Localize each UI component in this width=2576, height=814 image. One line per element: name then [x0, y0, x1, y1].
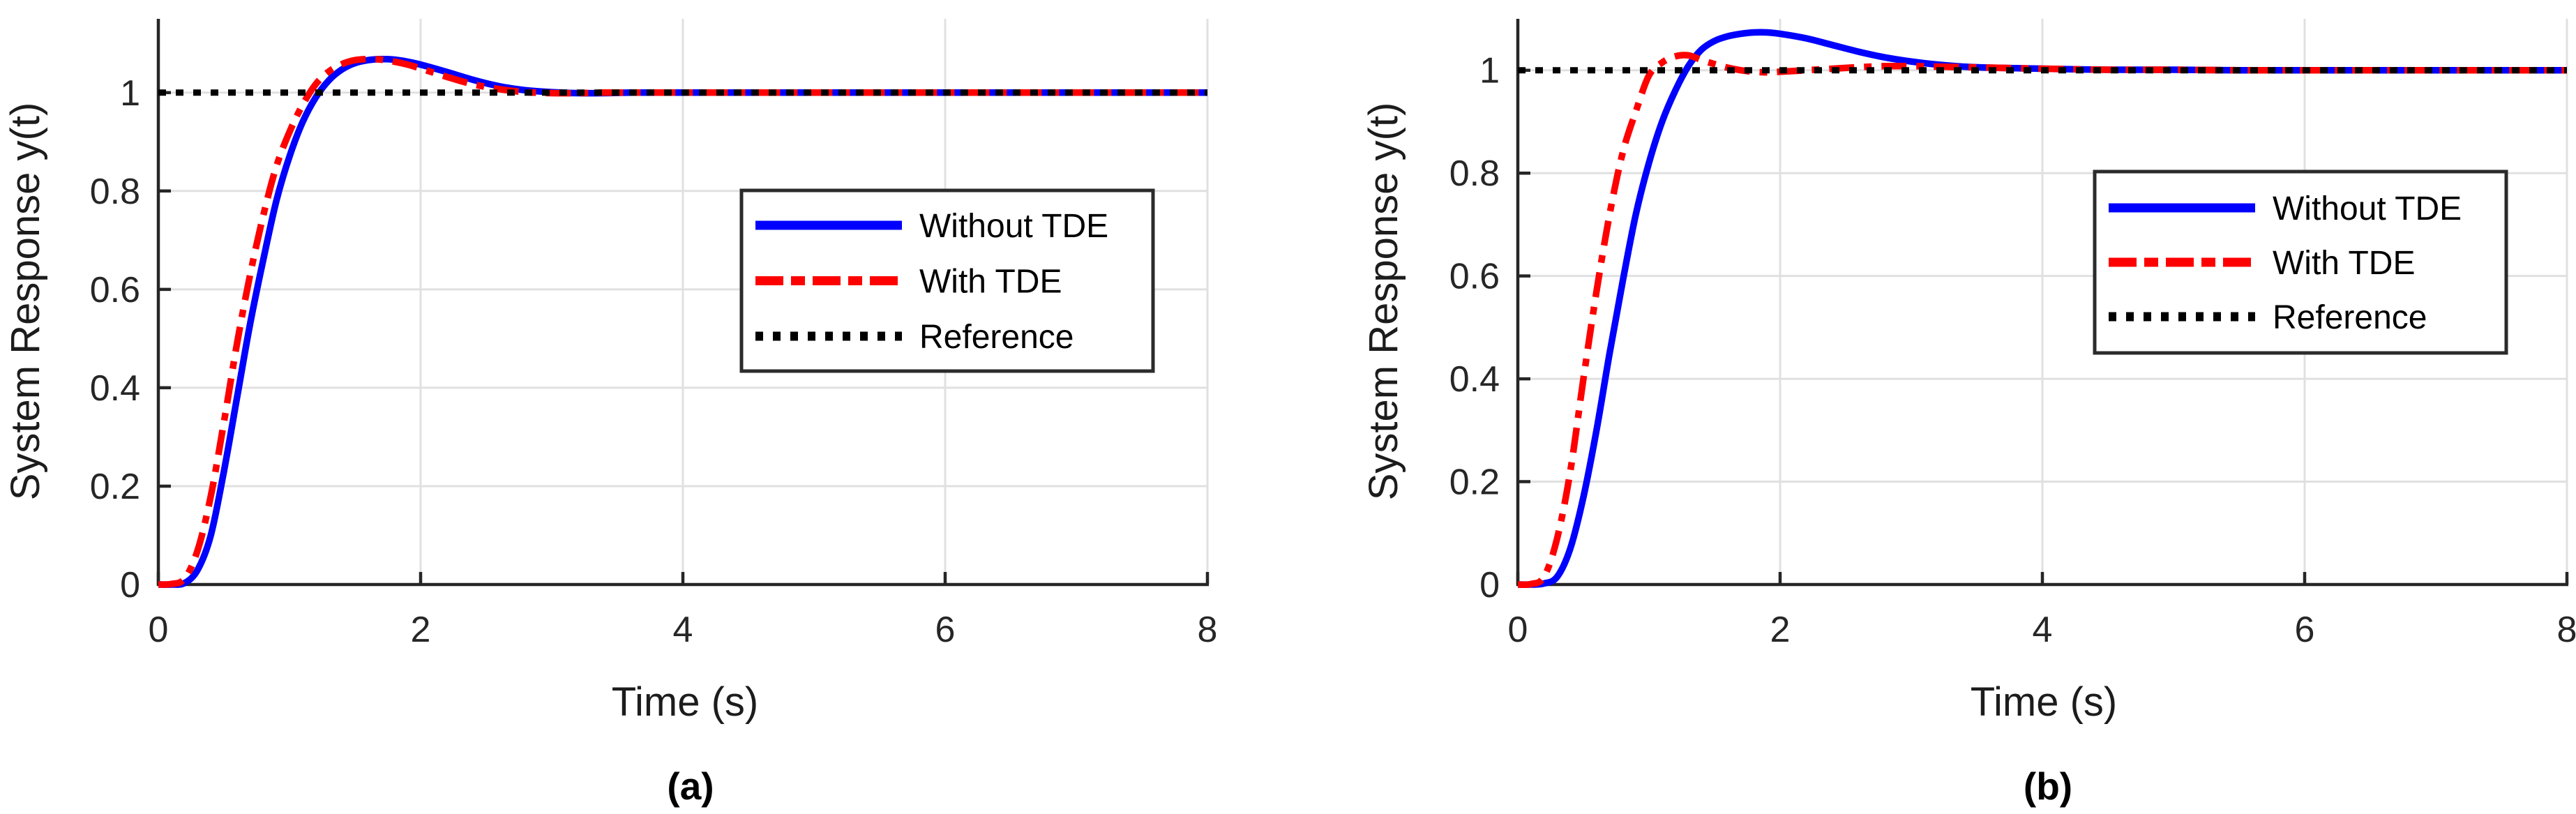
- legend-a: Without TDE With TDE Reference: [739, 188, 1155, 373]
- series-a: [158, 56, 1207, 588]
- series-line-with-tde: [158, 56, 1207, 588]
- x-axis-label-b: Time (s): [1971, 679, 2117, 725]
- legend-label-without-tde: Without TDE: [919, 208, 1108, 245]
- x-tick-label: 0: [1508, 610, 1528, 650]
- y-tick-label: 0.4: [90, 368, 140, 409]
- y-tick-label: 0: [1479, 565, 1500, 605]
- series-line-without-tde: [1517, 29, 2567, 588]
- y-tick-label: 0.4: [1449, 359, 1500, 400]
- legend-label-reference: Reference: [919, 319, 1074, 356]
- axes-b: [1516, 19, 2569, 587]
- y-tick-label: 0.2: [1449, 462, 1500, 503]
- y-tick-label: 1: [1479, 51, 1500, 91]
- legend-label-with-tde: With TDE: [2273, 245, 2415, 282]
- legend-b: Without TDE With TDE Reference: [2093, 169, 2508, 355]
- y-tick-label: 1: [120, 73, 140, 114]
- y-axis-label-b: System Response y(t): [1361, 103, 1406, 501]
- y-tick-label: 0.8: [90, 172, 140, 212]
- y-tick-label: 0.2: [90, 467, 140, 507]
- y-tick-label: 0.6: [90, 270, 140, 310]
- caption-b: (b): [2024, 764, 2072, 808]
- x-tick-label: 8: [1198, 610, 1218, 650]
- y-tick-label: 0.6: [1449, 257, 1500, 297]
- x-tick-label: 4: [673, 610, 693, 650]
- tick-labels-a: 0 2 4 6 8 0 0.2 0.4 0.6 0.8 1: [90, 73, 1218, 650]
- x-tick-label: 2: [411, 610, 431, 650]
- y-tick-label: 0: [120, 565, 140, 605]
- legend-box: [739, 188, 1155, 373]
- y-axis-label-a: System Response y(t): [3, 103, 48, 501]
- x-tick-label: 6: [2295, 610, 2315, 650]
- x-tick-label: 8: [2557, 610, 2576, 650]
- panel-b: 0 2 4 6 8 0 0.2 0.4 0.6 0.8 1 Without TDE With TDE R…: [1361, 19, 2576, 808]
- x-axis-label-a: Time (s): [612, 679, 758, 725]
- legend-label-reference: Reference: [2273, 299, 2427, 336]
- legend-label-without-tde: Without TDE: [2273, 190, 2462, 227]
- series-b: [1517, 29, 2567, 589]
- legend-box: [2093, 169, 2508, 355]
- x-tick-label: 6: [935, 610, 956, 650]
- x-tick-label: 4: [2033, 610, 2053, 650]
- x-tick-label: 0: [149, 610, 169, 650]
- y-tick-label: 0.8: [1449, 153, 1500, 194]
- caption-a: (a): [667, 764, 714, 808]
- x-tick-label: 2: [1770, 610, 1791, 650]
- legend-label-with-tde: With TDE: [919, 264, 1062, 301]
- tick-labels-b: 0 2 4 6 8 0 0.2 0.4 0.6 0.8 1: [1449, 51, 2576, 650]
- panel-a: 0 2 4 6 8 0 0.2 0.4 0.6 0.8 1 Without TDE With TDE R…: [3, 19, 1217, 808]
